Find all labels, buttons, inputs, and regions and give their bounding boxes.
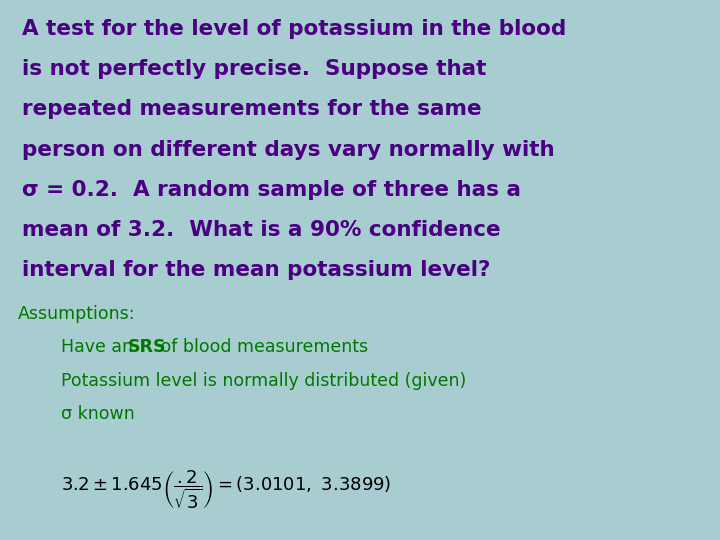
Text: is not perfectly precise.  Suppose that: is not perfectly precise. Suppose that xyxy=(22,59,486,79)
Text: interval for the mean potassium level?: interval for the mean potassium level? xyxy=(22,260,490,280)
Text: SRS: SRS xyxy=(127,338,166,356)
Text: σ known: σ known xyxy=(61,406,135,423)
Text: Potassium level is normally distributed (given): Potassium level is normally distributed … xyxy=(61,372,467,390)
Text: $3.2 \pm 1.645\left(\dfrac{.2}{\sqrt{3}}\right) = (3.0101,\ 3.3899)$: $3.2 \pm 1.645\left(\dfrac{.2}{\sqrt{3}}… xyxy=(61,469,392,511)
Text: person on different days vary normally with: person on different days vary normally w… xyxy=(22,140,554,160)
Text: Assumptions:: Assumptions: xyxy=(18,305,135,323)
Text: of blood measurements: of blood measurements xyxy=(155,338,368,356)
Text: repeated measurements for the same: repeated measurements for the same xyxy=(22,99,481,119)
Text: mean of 3.2.  What is a 90% confidence: mean of 3.2. What is a 90% confidence xyxy=(22,220,500,240)
Text: Have an: Have an xyxy=(61,338,139,356)
Text: σ = 0.2.  A random sample of three has a: σ = 0.2. A random sample of three has a xyxy=(22,180,521,200)
Text: A test for the level of potassium in the blood: A test for the level of potassium in the… xyxy=(22,19,566,39)
